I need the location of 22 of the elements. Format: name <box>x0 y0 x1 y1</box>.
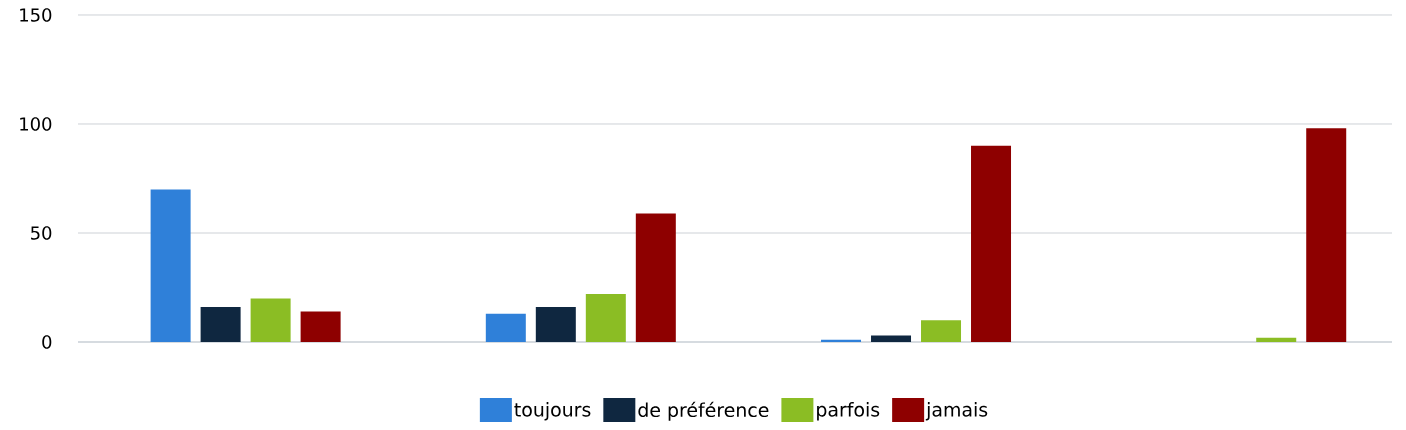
y-tick-label: 0 <box>42 335 52 349</box>
bar <box>821 339 862 342</box>
bar <box>635 213 676 342</box>
legend-label: de préférence <box>638 401 769 421</box>
bar <box>535 307 576 342</box>
bar <box>1256 337 1297 342</box>
bar <box>921 320 962 342</box>
bar <box>300 311 341 342</box>
bar <box>871 335 912 342</box>
bar <box>485 313 526 342</box>
bar <box>200 307 241 342</box>
y-tick-label: 150 <box>20 8 52 22</box>
bar <box>1306 128 1347 342</box>
y-tick-label: 50 <box>31 226 52 240</box>
bar <box>585 294 626 342</box>
y-tick-label: 100 <box>20 117 52 131</box>
legend-label: parfois <box>817 402 880 421</box>
legend-label: jamais <box>925 402 988 421</box>
bar <box>150 189 191 342</box>
bar <box>971 145 1012 342</box>
bar <box>250 298 291 342</box>
legend-label: toujours <box>514 402 591 421</box>
